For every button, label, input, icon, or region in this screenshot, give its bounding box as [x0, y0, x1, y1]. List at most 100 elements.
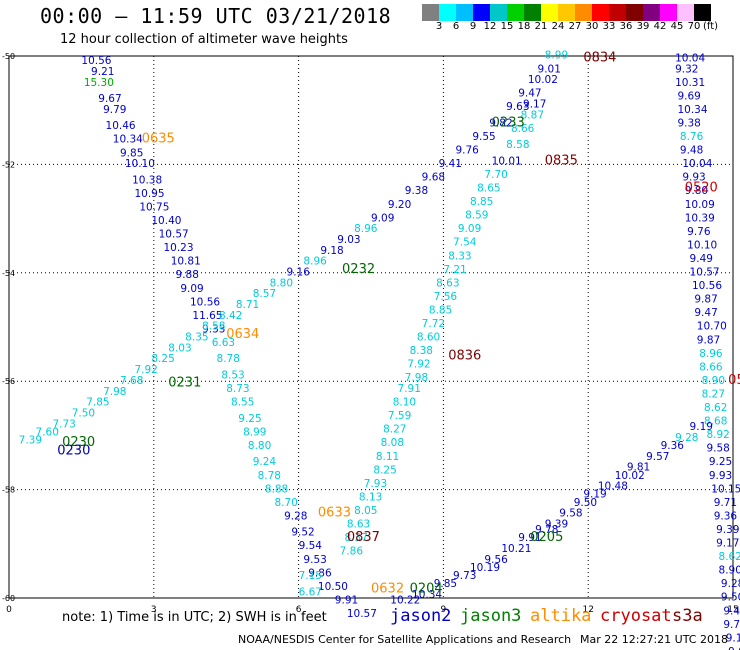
- color-scale-label: 33: [602, 21, 616, 32]
- swh-value: 9.82: [489, 117, 512, 129]
- swh-value: 10.56: [692, 280, 722, 292]
- swh-value: 9.11: [726, 632, 740, 644]
- color-scale-swatch: [592, 4, 609, 21]
- swh-value: 9.0: [728, 646, 740, 650]
- swh-value: 9.56: [484, 554, 508, 566]
- y-tick-label: -50: [2, 52, 15, 61]
- swh-value: 8.80: [248, 440, 271, 452]
- swh-value: 9.38: [405, 185, 428, 197]
- swh-value: 9.48: [680, 145, 703, 157]
- swh-value: 7.68: [120, 375, 143, 387]
- swh-value: 9.85: [434, 578, 457, 590]
- swh-value: 10.31: [675, 77, 705, 89]
- swh-value: 10.70: [697, 321, 727, 333]
- swh-value: 8.66: [511, 123, 535, 135]
- color-scale-swatch: [609, 4, 626, 21]
- swh-value: 8.88: [265, 483, 288, 495]
- swh-value: 8.53: [221, 369, 244, 381]
- swh-value: 8.35: [185, 332, 208, 344]
- swh-value: 8.87: [521, 109, 544, 121]
- pass-label: 05: [728, 373, 740, 388]
- color-scale-swatch: [524, 4, 541, 21]
- swh-value: 10.75: [139, 201, 169, 213]
- swh-value: 9.85: [120, 147, 143, 159]
- swh-value: 9.43: [723, 605, 740, 617]
- swh-value: 9.33: [202, 323, 225, 335]
- pass-label: 0231: [168, 376, 201, 391]
- legend-cryosat: cryosat: [600, 606, 672, 626]
- swh-value: 9.76: [687, 226, 711, 238]
- swh-value: 9.17: [716, 538, 739, 550]
- swh-value: 9.19: [690, 421, 713, 433]
- swh-value: 8.25: [151, 353, 174, 365]
- swh-value: 9.28: [675, 432, 698, 444]
- swh-value: 9.81: [627, 462, 650, 474]
- swh-value: 8.57: [253, 288, 276, 300]
- color-scale-swatch: [541, 4, 558, 21]
- swh-value: 9.25: [238, 413, 261, 425]
- swh-value: 10.40: [151, 215, 181, 227]
- x-tick-label: 0: [6, 605, 12, 615]
- color-scale-label: 24: [551, 21, 565, 32]
- swh-value: 9.49: [690, 253, 713, 265]
- swh-value: 9.38: [677, 117, 700, 129]
- swh-value: 8.80: [270, 277, 293, 289]
- color-scale-unit: (ft): [703, 21, 719, 32]
- swh-value: 10.22: [390, 594, 420, 606]
- swh-value: 7.21: [443, 264, 466, 276]
- swh-value: 10.34: [412, 589, 442, 601]
- swh-value: 9.86: [308, 567, 332, 579]
- swh-value: 8.96: [303, 256, 327, 268]
- swh-value: 9.09: [371, 212, 394, 224]
- y-tick-label: -58: [2, 486, 15, 495]
- swh-value: 8.66: [699, 361, 723, 373]
- color-scale-swatch: [456, 4, 473, 21]
- swh-value: 8.65: [477, 183, 500, 195]
- color-scale-swatch: [660, 4, 677, 21]
- swh-value: 9.76: [455, 145, 479, 157]
- swh-value: 8.55: [231, 397, 254, 409]
- swh-value: 7.86: [340, 546, 364, 558]
- color-scale-swatch: [575, 4, 592, 21]
- swh-value: 8.27: [383, 424, 406, 436]
- swh-value: 10.57: [159, 229, 189, 241]
- swh-value: 9.18: [320, 245, 343, 257]
- swh-value: 8.58: [506, 139, 529, 151]
- swh-value: 9.88: [176, 269, 199, 281]
- swh-value: 10.34: [677, 104, 707, 116]
- swh-value: 9.16: [287, 267, 311, 279]
- swh-value: 8.60: [417, 332, 440, 344]
- x-tick-label: 6: [296, 605, 302, 615]
- swh-value: 9.28: [721, 578, 740, 590]
- swh-value: 7.85: [86, 397, 109, 409]
- swh-value: 10.04: [682, 158, 712, 170]
- x-tick-label: 15: [727, 605, 738, 615]
- swh-value: 9.71: [714, 497, 737, 509]
- swh-value: 9.91: [335, 594, 358, 606]
- swh-value: 9.57: [646, 451, 669, 463]
- swh-value: 7.98: [103, 386, 126, 398]
- color-scale-label: 27: [568, 21, 582, 32]
- swh-value: 9.47: [518, 88, 541, 100]
- swh-value: 9.03: [337, 234, 360, 246]
- swh-value: 10.48: [598, 481, 628, 493]
- pass-label: 0205: [530, 530, 563, 545]
- swh-value: 9.01: [538, 63, 561, 75]
- swh-value: 10.57: [690, 267, 720, 279]
- swh-value: 10.19: [470, 562, 500, 574]
- color-scale-swatch: [694, 4, 711, 21]
- swh-value: 9.87: [697, 334, 720, 346]
- color-scale-label: 9: [469, 21, 477, 32]
- page-subtitle: 12 hour collection of altimeter wave hei…: [60, 32, 348, 47]
- color-scale-label: 39: [636, 21, 650, 32]
- swh-value: 7.92: [407, 359, 430, 371]
- footer-timestamp: Mar 22 12:27:21 UTC 2018: [580, 633, 728, 646]
- color-scale-label: 70: [687, 21, 701, 32]
- swh-value: 9.41: [439, 158, 462, 170]
- swh-value: 9.80: [685, 185, 708, 197]
- swh-value: 8.38: [410, 345, 433, 357]
- swh-value: 8.90: [719, 565, 740, 577]
- color-scale-label: 6: [452, 21, 460, 32]
- swh-value: 10.21: [501, 543, 531, 555]
- pass-label: 0230: [62, 435, 95, 450]
